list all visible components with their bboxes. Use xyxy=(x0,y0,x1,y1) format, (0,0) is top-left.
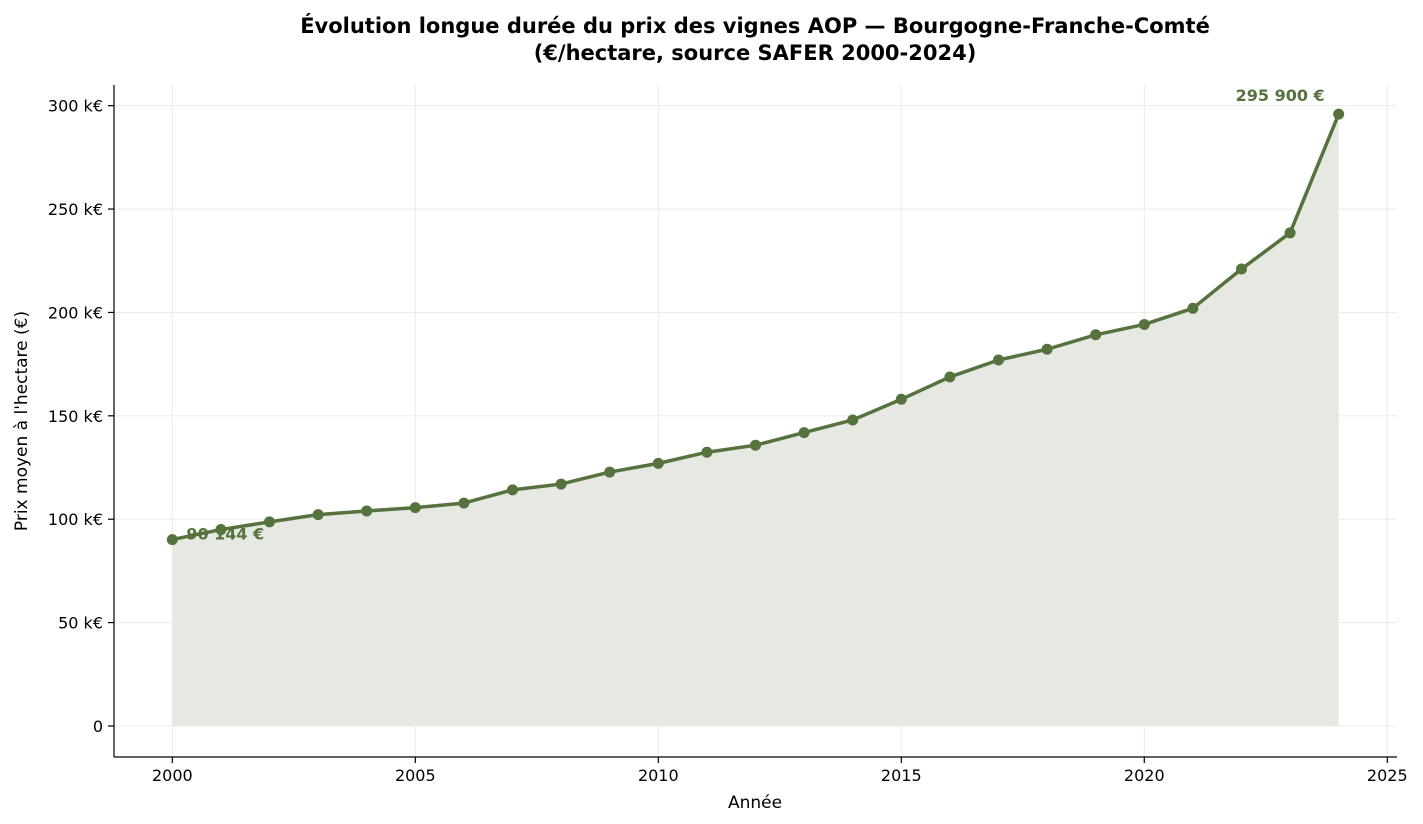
data-point xyxy=(944,371,956,383)
y-tick-label: 300 k€ xyxy=(48,97,103,116)
data-point xyxy=(361,505,373,517)
x-tick-label: 2020 xyxy=(1124,766,1165,785)
data-point xyxy=(215,524,227,536)
data-point xyxy=(1041,343,1053,355)
data-point xyxy=(1187,302,1199,314)
data-point xyxy=(409,502,421,514)
data-point xyxy=(458,497,470,509)
point-layer xyxy=(166,108,1345,546)
data-point xyxy=(895,393,907,405)
x-tick-label: 2010 xyxy=(638,766,679,785)
data-point xyxy=(1284,227,1296,239)
axes-layer: 2000 2005 2010 2015 2020 2025 0 50 k€ 100 k€ 150 … xyxy=(48,85,1408,785)
value-annotation: 90 144 € xyxy=(186,525,264,544)
data-point xyxy=(312,509,324,521)
y-tick-label: 50 k€ xyxy=(58,614,103,633)
data-point xyxy=(701,446,713,458)
data-point xyxy=(750,439,761,451)
y-tick-label: 250 k€ xyxy=(48,200,103,219)
data-point xyxy=(604,466,616,478)
area-layer xyxy=(172,114,1339,726)
data-point xyxy=(166,534,178,546)
x-tick-label: 2005 xyxy=(395,766,436,785)
y-tick-label: 150 k€ xyxy=(48,407,103,426)
data-point xyxy=(555,478,567,490)
annotation-layer: 90 144 € 295 900 € xyxy=(186,86,1324,543)
data-point xyxy=(1333,108,1345,120)
data-point xyxy=(1090,329,1102,341)
data-point xyxy=(798,427,810,439)
data-point xyxy=(652,457,664,469)
area-fill xyxy=(172,114,1339,726)
data-point xyxy=(1138,318,1150,330)
x-tick-label: 2025 xyxy=(1367,766,1408,785)
x-tick-label: 2015 xyxy=(881,766,922,785)
y-tick-label: 100 k€ xyxy=(48,510,103,529)
x-axis-label: Année xyxy=(728,793,782,813)
value-annotation: 295 900 € xyxy=(1236,86,1325,105)
chart-title-line1: Évolution longue durée du prix des vigne… xyxy=(300,13,1210,38)
data-point xyxy=(1235,263,1247,275)
y-tick-label: 200 k€ xyxy=(48,303,103,322)
y-axis-label: Prix moyen à l'hectare (€) xyxy=(12,311,32,531)
data-point xyxy=(847,414,859,426)
data-point xyxy=(992,354,1004,366)
x-tick-label: 2000 xyxy=(152,766,193,785)
chart-title-line2: (€/hectare, source SAFER 2000-2024) xyxy=(534,41,977,65)
data-point xyxy=(507,484,519,496)
y-tick-label: 0 xyxy=(93,717,103,736)
data-point xyxy=(264,516,276,528)
